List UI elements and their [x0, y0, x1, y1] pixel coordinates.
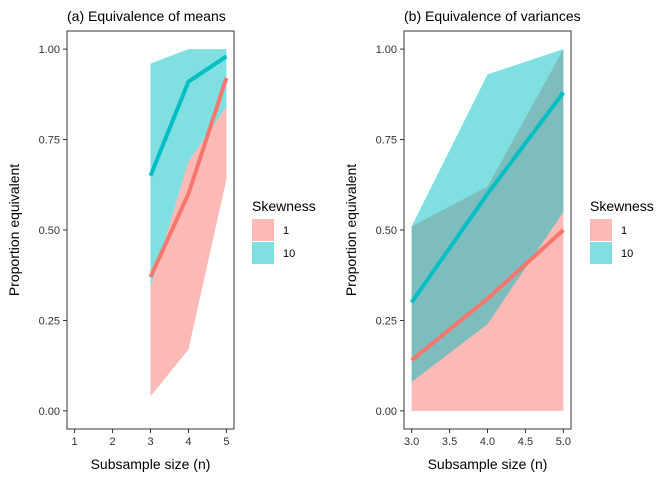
x-tick-label: 3.5: [442, 436, 457, 448]
x-tick-label: 3.0: [404, 436, 419, 448]
x-tick-label: 1: [72, 436, 78, 448]
panel-means: (a) Equivalence of means 0.00 0.25 0.50 0.75…: [6, 8, 316, 472]
x-tick-label: 4: [185, 436, 191, 448]
legend-key-10: [590, 242, 612, 264]
x-tick-label: 4.5: [518, 436, 533, 448]
ribbon-skewness-1: [150, 106, 227, 397]
panel-variances: (b) Equivalence of variances 0.00 0.25 0.50…: [343, 8, 654, 472]
legend-label-10: 10: [621, 248, 633, 260]
line-skewness-10: [148, 54, 228, 177]
y-axis-title: Proportion equivalent: [343, 164, 359, 296]
y-tick-label: 1.00: [39, 44, 60, 56]
ribbon-skewness-10: [411, 49, 564, 382]
legend-title: Skewness: [590, 198, 654, 214]
x-tick-label: 5.0: [556, 436, 571, 448]
y-tick-label: 1.00: [376, 44, 397, 56]
x-axis-title: Subsample size (n): [428, 456, 548, 472]
y-tick-label: 0.00: [376, 406, 397, 418]
y-tick-label: 0.50: [39, 225, 60, 237]
y-tick-label: 0.00: [39, 406, 60, 418]
legend: Skewness 1 10: [590, 198, 654, 264]
legend-key-1: [252, 219, 274, 241]
legend-label-1: 1: [621, 225, 627, 237]
x-axis-title: Subsample size (n): [91, 456, 211, 472]
ribbon-skewness-10: [150, 49, 227, 288]
panel-title: (a) Equivalence of means: [67, 8, 226, 24]
y-tick-label: 0.25: [376, 315, 397, 327]
y-tick-label: 0.75: [376, 135, 397, 147]
y-axis-title: Proportion equivalent: [6, 164, 22, 296]
line-skewness-1: [148, 77, 229, 278]
x-tick-label: 5: [223, 436, 229, 448]
y-tick-label: 0.75: [39, 135, 60, 147]
x-tick-label: 2: [109, 436, 115, 448]
legend-title: Skewness: [252, 198, 316, 214]
panel-title: (b) Equivalence of variances: [404, 8, 581, 24]
y-tick-label: 0.50: [376, 225, 397, 237]
x-tick-label: 4.0: [480, 436, 495, 448]
legend-label-1: 1: [283, 225, 289, 237]
x-tick-label: 3: [147, 436, 153, 448]
legend-key-1: [590, 219, 612, 241]
legend-label-10: 10: [283, 248, 295, 260]
line-skewness-10: [409, 91, 566, 304]
legend: Skewness 1 10: [252, 198, 316, 264]
legend-key-10: [252, 242, 274, 264]
y-tick-label: 0.25: [39, 315, 60, 327]
line-skewness-1: [410, 228, 565, 362]
